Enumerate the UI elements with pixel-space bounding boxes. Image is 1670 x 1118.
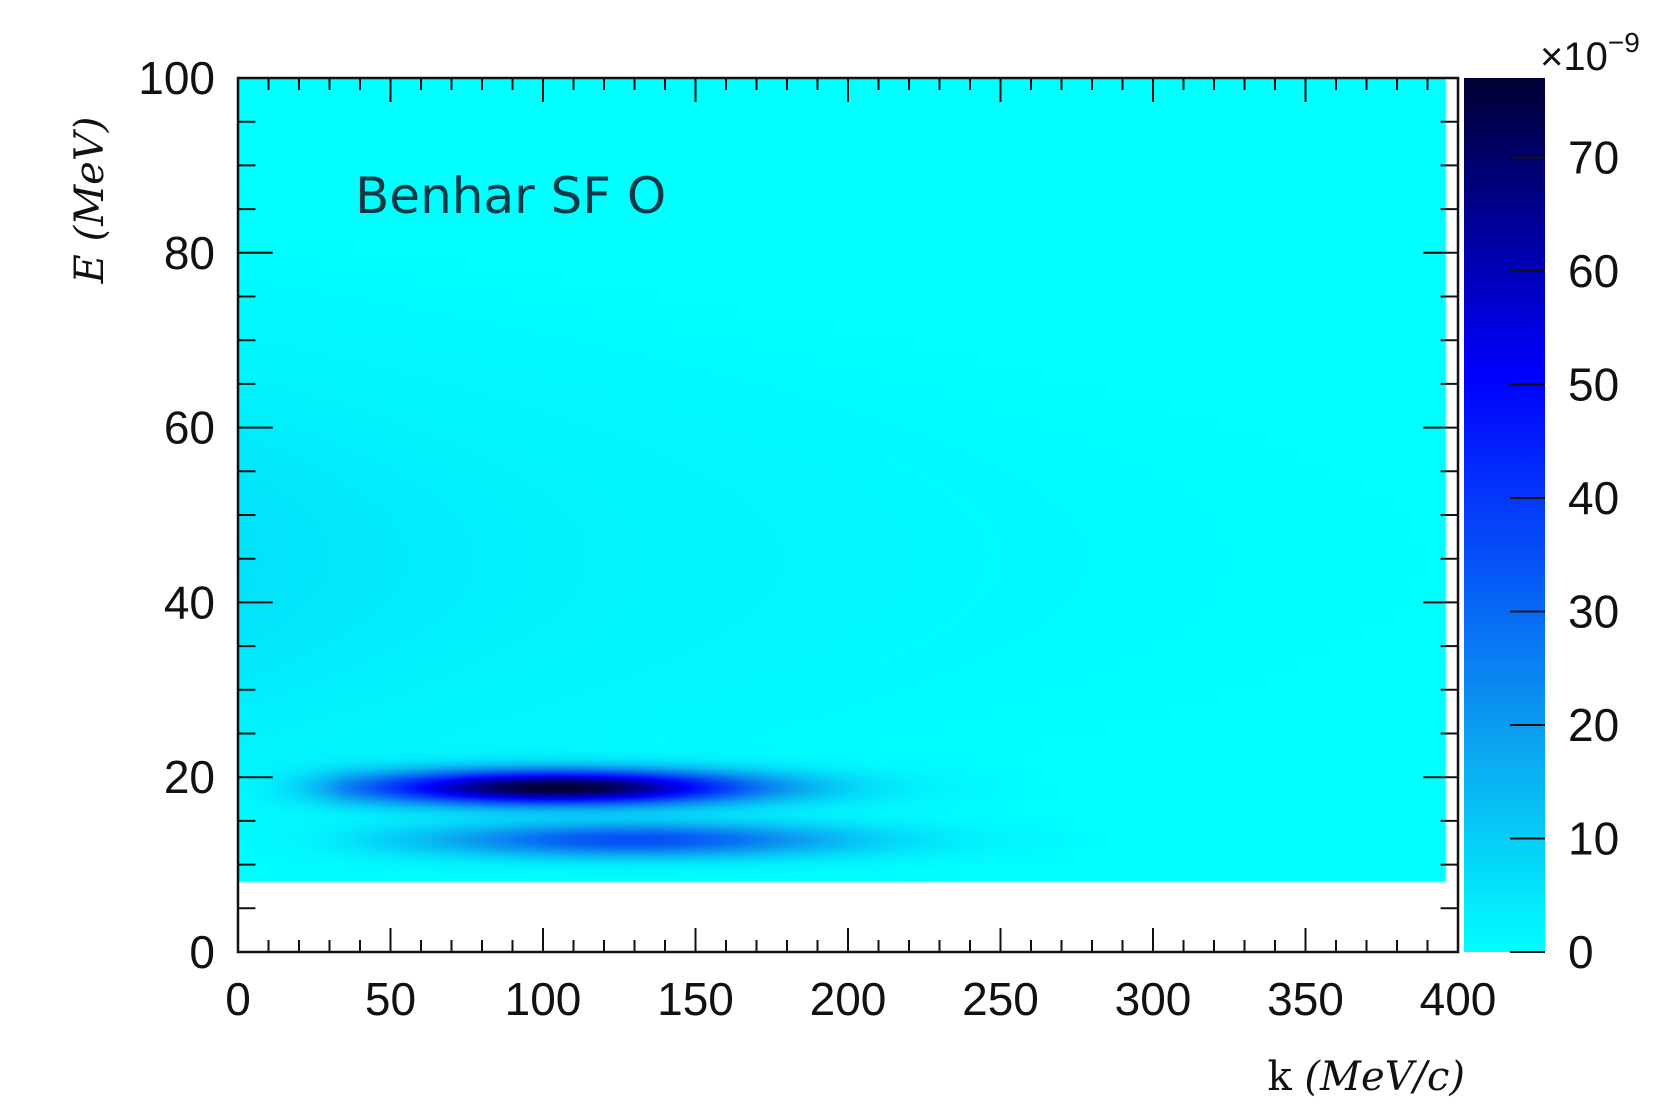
x-tick-label: 0 bbox=[225, 973, 251, 1025]
y-tick-label: 0 bbox=[189, 926, 215, 978]
colorbar-tick-label: 10 bbox=[1568, 812, 1619, 864]
plot-annotation: Benhar SF O bbox=[355, 167, 666, 225]
y-tick-label: 40 bbox=[164, 576, 215, 628]
x-tick-label: 250 bbox=[962, 973, 1039, 1025]
colorbar-tick-label: 70 bbox=[1568, 131, 1619, 183]
x-tick-label: 50 bbox=[365, 973, 416, 1025]
colorbar-tick-label: 50 bbox=[1568, 358, 1619, 410]
x-tick-labels: 0 50 100 150 200 250 300 350 400 bbox=[225, 973, 1496, 1025]
y-axis-title-unit: (MeV) bbox=[67, 117, 113, 242]
x-axis-title: k (MeV/c) bbox=[1267, 1054, 1465, 1100]
colorbar-tick-label: 40 bbox=[1568, 472, 1619, 524]
y-axis-title: E (MeV) bbox=[67, 117, 113, 285]
colorbar-ticks bbox=[1510, 156, 1545, 953]
y-tick-label: 100 bbox=[138, 52, 215, 104]
colorbar-tick-label: 60 bbox=[1568, 245, 1619, 297]
colorbar-multiplier: ×10−9 bbox=[1540, 27, 1640, 79]
x-axis-title-prefix: k bbox=[1267, 1054, 1304, 1100]
y-tick-label: 20 bbox=[164, 751, 215, 803]
colorbar-tick-label: 20 bbox=[1568, 699, 1619, 751]
colorbar-multiplier-base: ×10 bbox=[1540, 35, 1608, 79]
y-axis-title-prefix: E bbox=[67, 241, 113, 284]
heatmap-cells bbox=[238, 78, 1458, 952]
colorbar-tick-label: 0 bbox=[1568, 926, 1594, 978]
y-tick-labels: 0 20 40 60 80 100 bbox=[138, 52, 215, 978]
x-tick-label: 350 bbox=[1267, 973, 1344, 1025]
x-tick-label: 200 bbox=[810, 973, 887, 1025]
y-tick-label: 60 bbox=[164, 402, 215, 454]
colorbar bbox=[1464, 78, 1545, 952]
colorbar-tick-label: 30 bbox=[1568, 585, 1619, 637]
colorbar-multiplier-exponent: −9 bbox=[1608, 27, 1640, 58]
x-axis-title-unit: (MeV/c) bbox=[1304, 1054, 1465, 1100]
axis-ticks bbox=[237, 77, 1459, 953]
y-tick-label: 80 bbox=[164, 227, 215, 279]
x-tick-label: 150 bbox=[657, 973, 734, 1025]
x-tick-label: 100 bbox=[505, 973, 582, 1025]
x-tick-label: 400 bbox=[1420, 973, 1497, 1025]
x-tick-label: 300 bbox=[1115, 973, 1192, 1025]
colorbar-tick-labels: 0 10 20 30 40 50 60 70 bbox=[1568, 131, 1619, 978]
